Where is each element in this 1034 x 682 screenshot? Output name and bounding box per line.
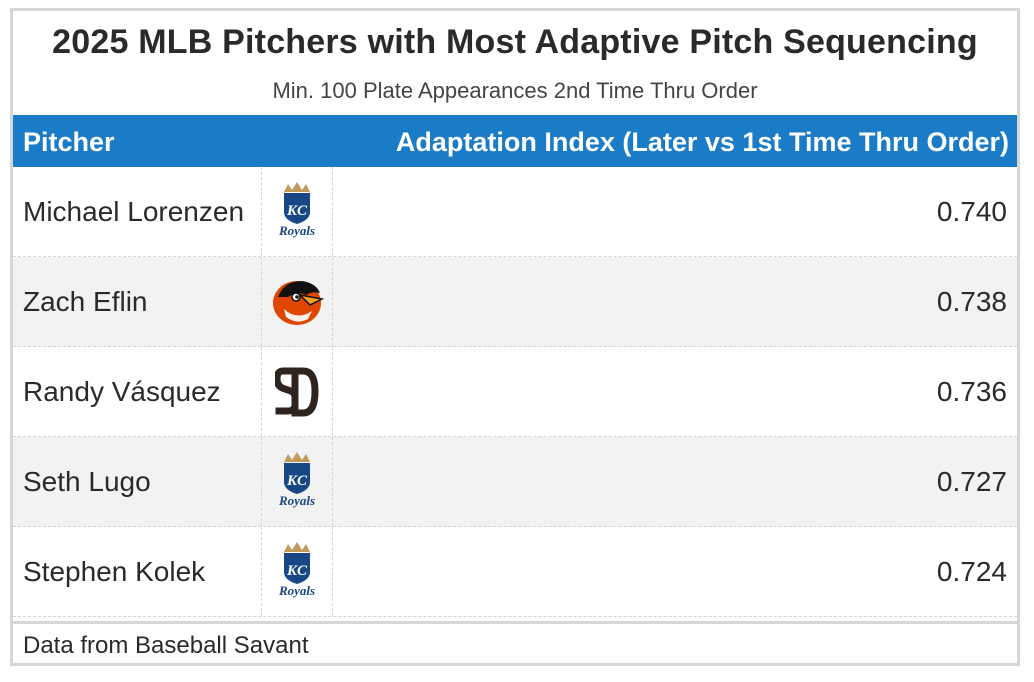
pitcher-name: Stephen Kolek bbox=[23, 556, 206, 587]
team-logo-cell bbox=[261, 347, 333, 436]
pitcher-name: Michael Lorenzen bbox=[23, 196, 245, 227]
royals-logo-icon: KC Royals bbox=[272, 181, 322, 242]
svg-text:KC: KC bbox=[286, 203, 308, 219]
chart-footer: Data from Baseball Savant bbox=[13, 621, 1017, 666]
svg-text:Royals: Royals bbox=[278, 493, 315, 508]
team-logo-cell: KC Royals bbox=[261, 527, 333, 616]
adaptation-index-value: 0.740 bbox=[936, 196, 1007, 227]
royals-logo-icon: KC Royals bbox=[272, 541, 322, 602]
svg-text:Royals: Royals bbox=[278, 223, 315, 238]
pitcher-name: Randy Vásquez bbox=[23, 376, 221, 407]
royals-logo-icon: KC Royals bbox=[272, 451, 322, 512]
data-source-note: Data from Baseball Savant bbox=[23, 632, 309, 659]
svg-text:Royals: Royals bbox=[278, 583, 315, 598]
table-row: Michael Lorenzen KC Royals 0.740 bbox=[13, 167, 1017, 257]
table-header: Pitcher Adaptation Index (Later vs 1st T… bbox=[13, 115, 1017, 167]
column-header-adaptation-index: Adaptation Index (Later vs 1st Time Thru… bbox=[395, 127, 1009, 157]
table-row: Seth Lugo KC Royals 0.727 bbox=[13, 437, 1017, 527]
pitcher-name: Zach Eflin bbox=[23, 286, 148, 317]
team-logo-cell bbox=[261, 257, 333, 346]
svg-text:KC: KC bbox=[286, 473, 308, 489]
chart-title: 2025 MLB Pitchers with Most Adaptive Pit… bbox=[52, 23, 978, 61]
svg-text:KC: KC bbox=[286, 563, 308, 579]
table-row: Randy Vásquez 0.736 bbox=[13, 347, 1017, 437]
team-logo-cell: KC Royals bbox=[261, 167, 333, 256]
adaptation-index-value: 0.727 bbox=[936, 466, 1007, 497]
padres-logo-icon bbox=[275, 365, 319, 419]
table-row: Stephen Kolek KC Royals 0.724 bbox=[13, 527, 1017, 617]
pitcher-name: Seth Lugo bbox=[23, 466, 151, 497]
adaptation-index-value: 0.724 bbox=[936, 556, 1007, 587]
column-header-pitcher: Pitcher bbox=[23, 127, 115, 157]
table-row: Zach Eflin 0.738 bbox=[13, 257, 1017, 347]
chart-frame: 2025 MLB Pitchers with Most Adaptive Pit… bbox=[10, 8, 1020, 666]
adaptation-index-value: 0.738 bbox=[936, 286, 1007, 317]
chart-subtitle: Min. 100 Plate Appearances 2nd Time Thru… bbox=[272, 78, 758, 103]
adaptation-index-value: 0.736 bbox=[936, 376, 1007, 407]
team-logo-cell: KC Royals bbox=[261, 437, 333, 526]
orioles-logo-icon bbox=[270, 275, 324, 329]
